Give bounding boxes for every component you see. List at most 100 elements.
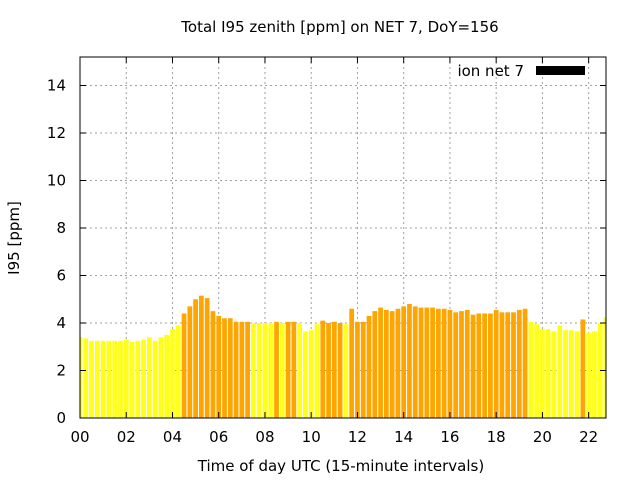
legend-label: ion net 7 (457, 62, 524, 80)
y-axis-label: I95 [ppm] (5, 201, 23, 275)
bar (343, 324, 349, 418)
bar (563, 330, 568, 418)
bar (303, 331, 308, 418)
bar (297, 323, 303, 418)
bar (603, 317, 606, 418)
bar (118, 340, 123, 418)
x-tick-label: 12 (348, 428, 367, 446)
bar (256, 323, 262, 418)
bar (326, 323, 331, 418)
x-tick-label: 08 (255, 428, 274, 446)
bar (170, 328, 175, 418)
bar (424, 307, 430, 418)
bar (291, 321, 297, 418)
bar (268, 323, 274, 418)
bar (395, 308, 401, 418)
bar (175, 325, 181, 418)
bar (545, 328, 551, 418)
x-axis-label: Time of day UTC (15-minute intervals) (197, 457, 484, 475)
bar (152, 340, 158, 418)
bar (279, 323, 285, 418)
legend-swatch (536, 66, 585, 75)
bar (233, 321, 239, 418)
bar (204, 298, 210, 418)
bar (337, 323, 343, 418)
bar (412, 306, 418, 418)
bar (366, 315, 372, 418)
bar (135, 340, 141, 418)
bar (470, 314, 476, 418)
bar (187, 306, 193, 418)
y-tick-label: 4 (56, 314, 66, 332)
bar (407, 304, 412, 418)
bar (164, 334, 170, 418)
bar (146, 337, 152, 418)
bar (274, 321, 279, 418)
bar (251, 323, 256, 418)
x-tick-label: 06 (209, 428, 228, 446)
bar (505, 312, 511, 418)
x-tick-label: 16 (440, 428, 459, 446)
bar (285, 321, 291, 418)
bar (320, 320, 326, 418)
y-tick-label: 10 (47, 172, 66, 190)
bar (383, 309, 389, 418)
bar (94, 340, 100, 418)
bar (528, 321, 534, 418)
bar (112, 340, 118, 418)
bar (540, 328, 545, 418)
y-tick-label: 12 (47, 124, 66, 142)
y-tick-label: 0 (56, 409, 66, 427)
bar (453, 312, 459, 418)
bar (436, 308, 441, 418)
bar (80, 337, 83, 418)
bar (476, 313, 482, 418)
bar (193, 299, 198, 418)
bar (100, 340, 106, 418)
chart-title: Total I95 zenith [ppm] on NET 7, DoY=156 (180, 18, 498, 36)
legend: ion net 7 (457, 62, 585, 80)
bar (568, 330, 574, 418)
bar (210, 311, 216, 418)
x-tick-label: 04 (163, 428, 182, 446)
bar (447, 309, 453, 418)
bar (106, 340, 112, 418)
bar (586, 332, 592, 418)
bar (181, 313, 187, 418)
bar (308, 330, 314, 418)
bar (331, 321, 337, 418)
bar (158, 337, 164, 418)
x-tick-label: 10 (302, 428, 321, 446)
bar (372, 311, 378, 418)
bar (459, 311, 464, 418)
x-tick-label: 22 (579, 428, 598, 446)
y-tick-label: 6 (56, 267, 66, 285)
bar (245, 321, 250, 418)
bar (574, 331, 580, 418)
bar (401, 306, 407, 418)
bar (493, 309, 499, 418)
bar (89, 340, 94, 418)
y-tick-label: 14 (47, 77, 66, 95)
bars (80, 295, 606, 418)
bar (580, 319, 586, 418)
bar (360, 321, 366, 418)
bar (522, 308, 528, 418)
bar (378, 307, 383, 418)
bar (592, 331, 597, 418)
bar (418, 307, 424, 418)
plot-frame (79, 56, 607, 419)
bar (511, 312, 516, 418)
x-tick-label: 00 (70, 428, 89, 446)
bar (488, 313, 493, 418)
y-tick-label: 2 (56, 362, 66, 380)
bar (129, 342, 135, 418)
bar (355, 321, 360, 418)
bar (123, 339, 129, 418)
bar (499, 312, 505, 418)
bar (222, 318, 227, 418)
bar (349, 308, 355, 418)
bar (314, 324, 320, 418)
